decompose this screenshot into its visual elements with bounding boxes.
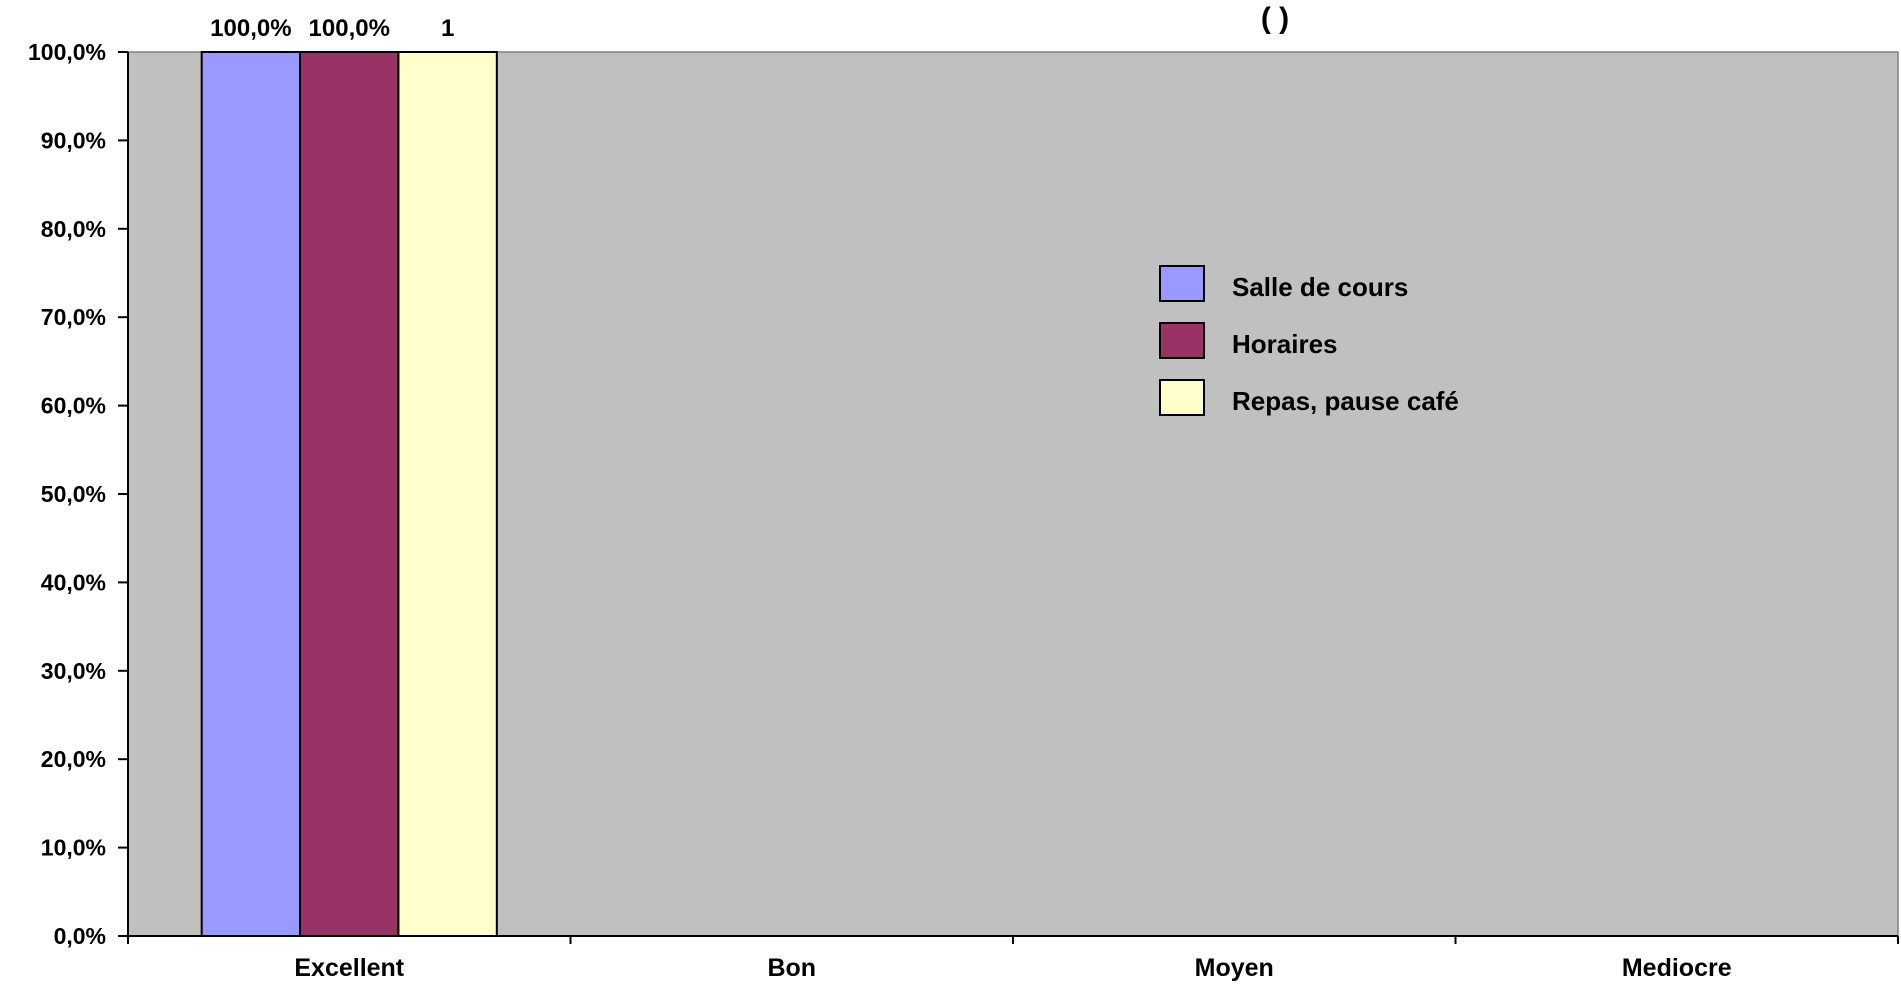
legend-label: Salle de cours [1232, 272, 1408, 302]
data-labels: 100,0% 100,0% 1 [210, 15, 454, 42]
legend-swatch [1159, 265, 1205, 302]
legend-label: Horaires [1232, 329, 1338, 359]
legend-swatch [1159, 379, 1205, 416]
y-tick-label: 40,0% [41, 569, 106, 595]
data-label: 100,0% [210, 15, 291, 42]
y-tick-label: 70,0% [41, 304, 106, 330]
legend-swatch [1159, 322, 1205, 359]
y-tick-label: 80,0% [41, 216, 106, 242]
legend: Salle de cours Horaires Repas, pause café [1159, 265, 1459, 416]
y-tick-label: 100,0% [28, 39, 106, 65]
x-category-label: Excellent [294, 954, 404, 982]
y-tick-label: 30,0% [41, 658, 106, 684]
y-tick-label: 90,0% [41, 127, 106, 153]
x-category-label: Bon [767, 954, 816, 982]
y-tick-label: 20,0% [41, 746, 106, 772]
chart-title-fragment: ( ) [1261, 2, 1289, 35]
x-category-label: Mediocre [1622, 954, 1732, 982]
y-axis: 0,0% 10,0% 20,0% 30,0% 40,0% 50,0% 60,0% 70,0% 8… [28, 39, 129, 949]
y-tick-label: 50,0% [41, 481, 106, 507]
bars [200, 51, 498, 937]
x-axis: Excellent Bon Moyen Mediocre [127, 935, 1899, 982]
y-tick-label: 60,0% [41, 393, 106, 419]
data-label: 100,0% [309, 15, 390, 42]
bar [200, 51, 302, 937]
data-label: 1 [441, 15, 454, 42]
y-tick-label: 0,0% [54, 923, 106, 949]
x-category-label: Moyen [1195, 954, 1274, 982]
y-tick-label: 10,0% [41, 835, 106, 861]
bar [397, 51, 498, 937]
bar [299, 51, 400, 937]
legend-label: Repas, pause café [1232, 386, 1459, 416]
